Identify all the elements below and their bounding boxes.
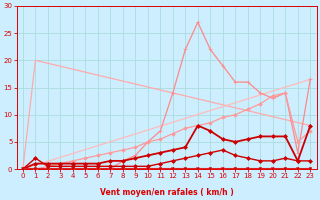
X-axis label: Vent moyen/en rafales ( km/h ): Vent moyen/en rafales ( km/h ) [100, 188, 234, 197]
